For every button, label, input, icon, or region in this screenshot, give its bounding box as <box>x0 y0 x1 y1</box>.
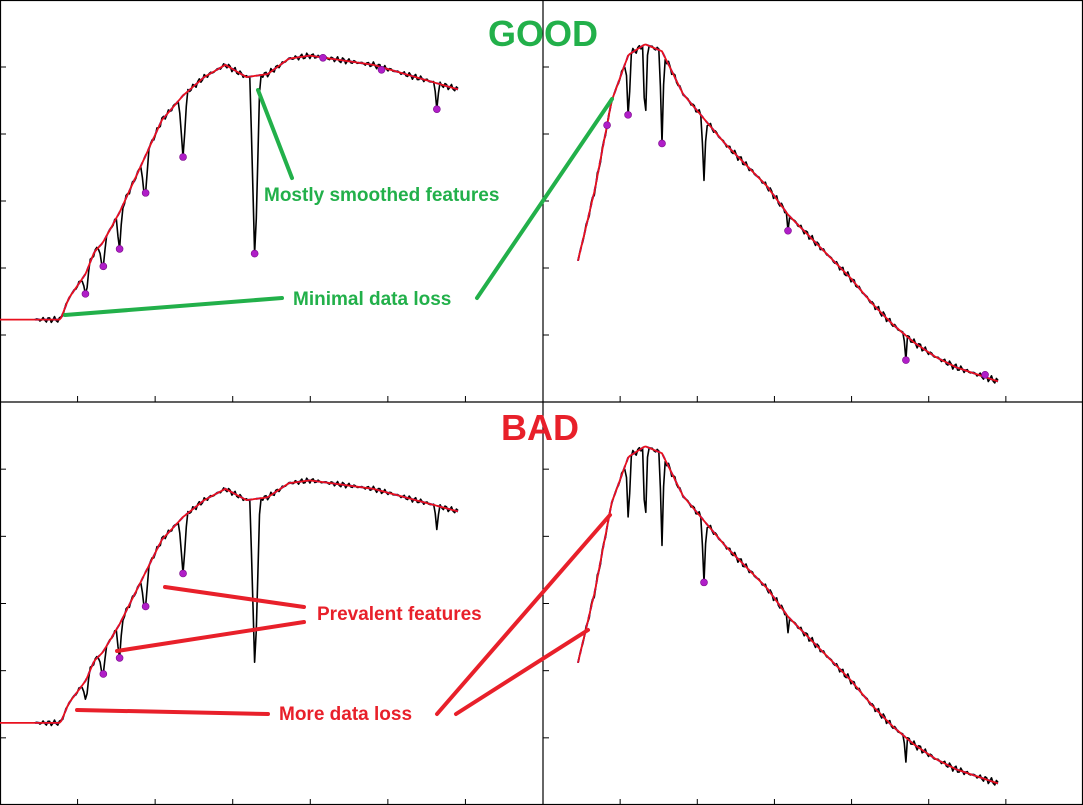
bad-right-point-0 <box>700 578 708 587</box>
good-loss-pointer-left <box>63 296 284 317</box>
good-left-point-0 <box>81 290 90 298</box>
bad-loss-pointer-right-upper <box>435 513 612 716</box>
good-left-point-6 <box>319 53 327 62</box>
good-left-point-3 <box>141 189 150 197</box>
panel-bad-left <box>0 477 459 727</box>
good-right-blue-fit-line <box>577 43 999 383</box>
good-left-point-8 <box>433 105 441 113</box>
bad-left-blue-fit-line <box>35 479 459 724</box>
panel-good-right <box>577 43 999 384</box>
bad-left-point-2 <box>141 602 150 611</box>
panel-bad-right <box>577 445 999 786</box>
bad-left-point-1 <box>115 654 124 662</box>
bad-left-red-fit-line <box>35 479 459 724</box>
bad-features-pointer-lower <box>115 620 306 653</box>
good-right-point-5 <box>981 370 989 379</box>
good-left-point-1 <box>99 262 108 271</box>
good-left-point-4 <box>179 153 187 161</box>
good-loss-pointer-right <box>475 97 614 300</box>
bad-left-point-0 <box>99 670 108 678</box>
good-right-point-4 <box>902 356 910 364</box>
bad-right-spectrum-line <box>577 446 999 786</box>
panel-good-left <box>0 52 459 324</box>
bad-header: BAD <box>501 407 579 448</box>
bad-right-red-fit-line <box>577 445 999 785</box>
axis-ticks <box>0 66 1007 805</box>
good-right-red-fit-line <box>577 43 999 383</box>
good-loss-label: Minimal data loss <box>293 289 451 310</box>
good-right-point-3 <box>784 226 792 235</box>
bad-features-label: Prevalent features <box>317 604 482 625</box>
bad-right-blue-fit-line <box>577 445 999 785</box>
good-left-spectrum-line <box>34 52 459 324</box>
bad-loss-pointer-left <box>75 708 270 716</box>
bad-left-point-3 <box>179 569 187 578</box>
bad-left-spectrum-line <box>34 477 459 727</box>
good-left-red-fit-line <box>35 54 459 321</box>
bad-features-pointer-upper <box>163 585 306 609</box>
bad-loss-pointer-right-lower <box>454 628 590 716</box>
good-right-point-1 <box>624 111 632 119</box>
good-header: GOOD <box>488 13 598 54</box>
good-left-point-7 <box>377 65 386 74</box>
good-smoothed-pointer <box>256 88 294 180</box>
bad-loss-label: More data loss <box>279 704 412 725</box>
good-left-point-5 <box>250 249 259 258</box>
good-left-point-2 <box>115 245 124 253</box>
good-smoothed-label: Mostly smoothed features <box>264 185 499 206</box>
good-right-point-2 <box>658 139 666 148</box>
good-right-point-0 <box>603 121 611 129</box>
